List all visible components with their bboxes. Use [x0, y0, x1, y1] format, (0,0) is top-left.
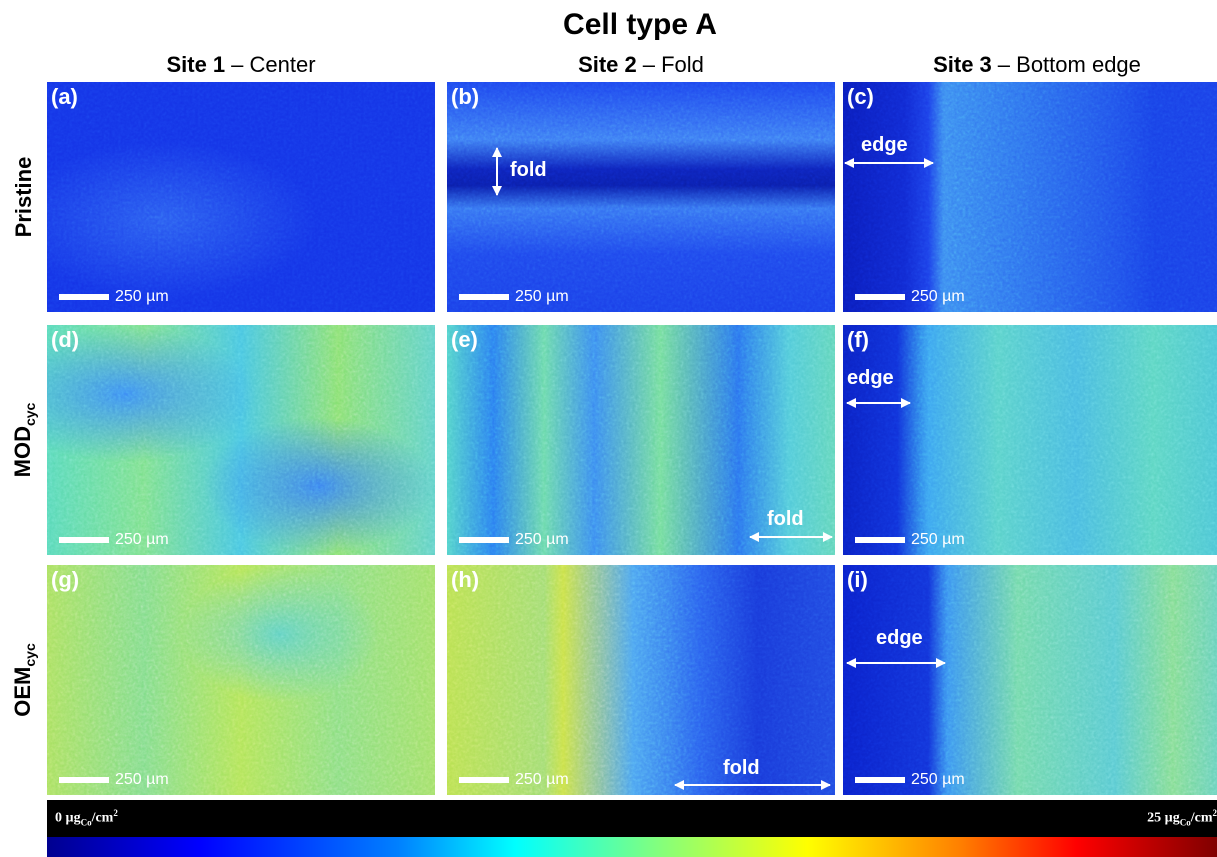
- annotation-label: fold: [510, 159, 547, 182]
- annotation-arrow: [447, 565, 835, 795]
- scale-bar-label: 250 µm: [115, 771, 169, 789]
- panel-label: (a): [51, 84, 78, 110]
- annotation-arrow: [843, 565, 1217, 795]
- annotation-arrow: [843, 325, 1217, 555]
- texture: [47, 82, 435, 312]
- scale-bar-line: [59, 537, 109, 543]
- site-location: – Fold: [643, 52, 704, 77]
- figure: Cell type A 0 µgCo/cm2 25 µgCo/cm2 (() =…: [0, 0, 1217, 857]
- map-panel: (d) 250 µm: [47, 325, 435, 555]
- annotation-label: edge: [847, 367, 894, 390]
- row-name: MOD: [10, 426, 35, 477]
- row-label: MODcyc: [10, 403, 38, 478]
- figure-title: Cell type A: [0, 8, 1217, 42]
- colorbar-gradient: [47, 837, 1217, 857]
- annotation-label: fold: [723, 757, 760, 780]
- colorbar-min: 0 µgCo/cm2: [55, 808, 118, 827]
- site-location: – Center: [231, 52, 315, 77]
- row-label: OEMcyc: [10, 643, 38, 716]
- map-panel: (g) 250 µm: [47, 565, 435, 795]
- annotation-label: fold: [767, 508, 804, 531]
- annotation-label: edge: [861, 134, 908, 157]
- colorbar-max: 25 µgCo/cm2: [1147, 808, 1217, 827]
- row-subscript: cyc: [22, 403, 38, 426]
- colorbar: 0 µgCo/cm2 25 µgCo/cm2: [47, 800, 1217, 857]
- map-panel: (a) 250 µm: [47, 82, 435, 312]
- annotation-arrow: [447, 82, 835, 312]
- panel-label: (g): [51, 567, 79, 593]
- site-name: Site 2: [578, 52, 637, 77]
- site-name: Site 3: [933, 52, 992, 77]
- scale-bar-label: 250 µm: [115, 531, 169, 549]
- annotation-arrow: [843, 82, 1217, 312]
- column-header: Site 2– Fold: [441, 52, 841, 78]
- column-header: Site 3– Bottom edge: [837, 52, 1217, 78]
- scale-bar: 250 µm: [59, 771, 169, 789]
- row-name: Pristine: [11, 157, 36, 238]
- scale-bar-line: [59, 777, 109, 783]
- scale-bar: 250 µm: [59, 531, 169, 549]
- texture: [47, 565, 435, 795]
- site-location: – Bottom edge: [998, 52, 1141, 77]
- scale-bar-label: 250 µm: [115, 288, 169, 306]
- row-name: OEM: [10, 667, 35, 717]
- annotation-label: edge: [876, 627, 923, 650]
- scale-bar-line: [59, 294, 109, 300]
- texture: [47, 325, 435, 555]
- row-label: Pristine: [11, 157, 37, 238]
- panel-label: (d): [51, 327, 79, 353]
- scale-bar: 250 µm: [59, 288, 169, 306]
- column-header: Site 1– Center: [41, 52, 441, 78]
- row-subscript: cyc: [22, 643, 38, 666]
- site-name: Site 1: [166, 52, 225, 77]
